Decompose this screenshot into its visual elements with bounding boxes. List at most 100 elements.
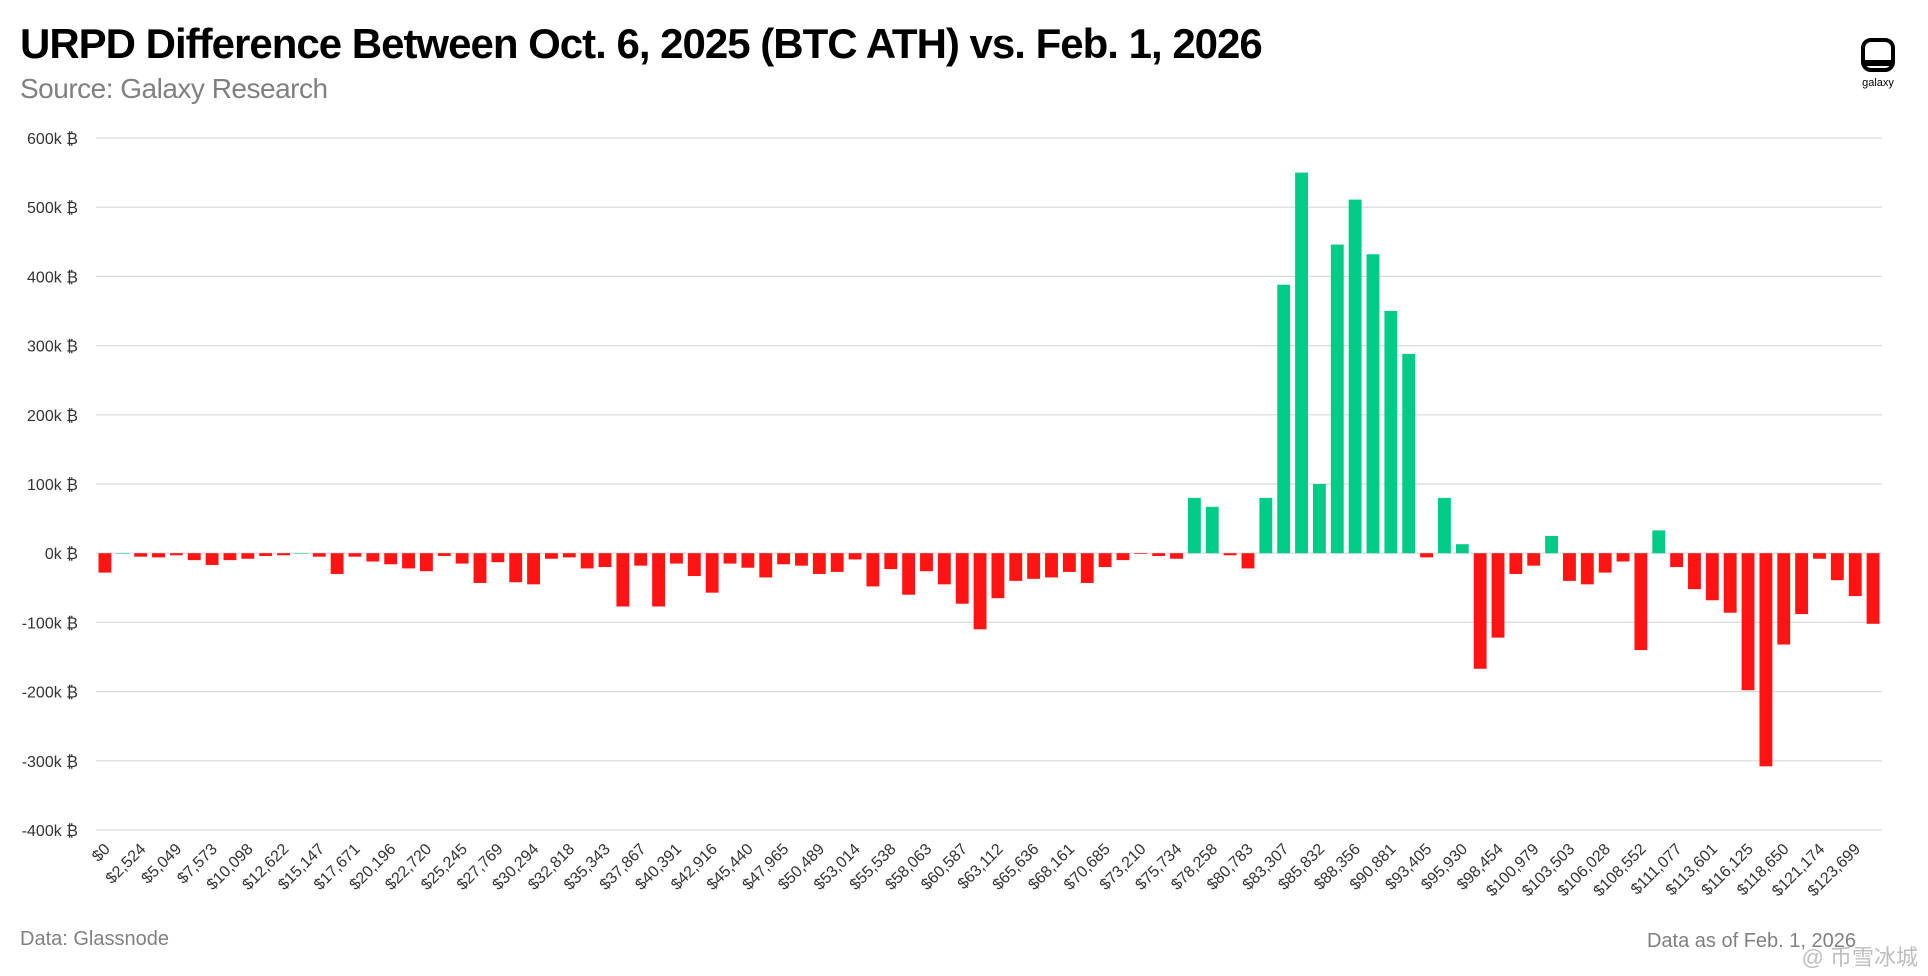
logo-text: galaxy: [1862, 77, 1894, 89]
bar: [1527, 553, 1541, 566]
bar: [134, 553, 148, 557]
bar: [1545, 535, 1559, 554]
bar: [1777, 553, 1791, 645]
bar: [616, 553, 630, 607]
bar: [705, 553, 719, 593]
bar: [937, 553, 951, 585]
bar: [1187, 497, 1201, 554]
bar: [473, 553, 487, 583]
y-tick-label: 600k ₿: [27, 130, 78, 148]
bar: [1062, 553, 1076, 572]
bar: [1045, 553, 1058, 578]
bar: [277, 553, 290, 556]
bar: [1438, 497, 1451, 554]
bar: [955, 553, 969, 604]
bar: [1295, 172, 1308, 554]
x-tick-label: $0: [89, 841, 114, 866]
bar: [1009, 553, 1023, 581]
bar: [1563, 553, 1576, 581]
bar: [1402, 353, 1416, 554]
bar: [1098, 553, 1112, 568]
bar: [1848, 553, 1862, 597]
bar: [866, 553, 880, 587]
y-tick-label: -400k ₿: [22, 822, 78, 840]
bar: [437, 553, 451, 556]
bar: [1830, 553, 1844, 581]
bar: [1277, 284, 1291, 554]
data-date: Data as of Feb. 1, 2026: [1646, 930, 1856, 952]
bar: [312, 553, 326, 557]
y-tick-label: 200k ₿: [27, 407, 78, 425]
bar: [1384, 311, 1398, 554]
bar: [1027, 553, 1041, 579]
bar: [241, 553, 255, 559]
bar: [348, 553, 362, 557]
bar: [634, 553, 648, 566]
chart-title: URPD Difference Between Oct. 6, 2025 (BT…: [20, 20, 1263, 67]
bar: [1116, 553, 1130, 561]
bar: [259, 553, 273, 556]
bar: [187, 553, 201, 561]
bar: [598, 553, 612, 568]
y-tick-label: 100k ₿: [27, 476, 78, 494]
bar: [152, 553, 165, 558]
bar: [902, 553, 916, 595]
bar: [830, 553, 844, 572]
bar: [777, 553, 791, 565]
bar: [580, 553, 594, 569]
galaxy-logo-icon: [1861, 38, 1895, 72]
bar: [419, 553, 433, 572]
bar: [116, 553, 130, 554]
bar: [330, 553, 344, 574]
bar: [205, 553, 219, 565]
bar: [169, 553, 183, 556]
y-axis-ticks: 600k ₿ 500k ₿ 400k ₿ 300k ₿ 200k ₿ 100k ₿ 0k ₿…: [22, 130, 78, 840]
bar: [1670, 553, 1684, 568]
bar: [491, 553, 505, 563]
chart-header: URPD Difference Between Oct. 6, 2025 (BT…: [20, 20, 1720, 106]
bar: [1366, 254, 1380, 554]
bar: [1241, 553, 1255, 569]
x-axis-ticks: $0$2,524$5,049$7,573$10,098$12,622$15,14…: [89, 841, 1864, 900]
bar: [98, 553, 112, 573]
data-source: Data: Glassnode: [20, 928, 169, 950]
bar: [1134, 553, 1148, 554]
bar: [1759, 553, 1773, 767]
bar: [741, 553, 755, 568]
bar: [1330, 244, 1344, 554]
grid-layer: [96, 137, 1882, 831]
bar: [1259, 497, 1273, 554]
bar: [848, 553, 862, 560]
bar: [562, 553, 576, 558]
bar: [1080, 553, 1094, 583]
bar: [1795, 553, 1809, 615]
bar: [1652, 530, 1666, 554]
bar: [402, 553, 415, 569]
bar: [1866, 553, 1880, 624]
bar: [812, 553, 826, 574]
watermark: @ 币雪冰城: [1801, 945, 1918, 970]
bar: [1634, 553, 1648, 651]
bar: [1420, 553, 1433, 558]
bar: [1741, 553, 1755, 691]
bar: [991, 553, 1005, 599]
bar: [723, 553, 737, 564]
bar: [545, 553, 558, 559]
bar-series: [98, 172, 1880, 767]
bar: [1688, 553, 1701, 590]
bar: [1616, 553, 1630, 562]
bar: [1491, 553, 1505, 638]
bar: [1723, 553, 1737, 613]
bar: [687, 553, 701, 577]
bar: [920, 553, 933, 572]
bar: [670, 553, 683, 564]
bar: [973, 553, 987, 630]
y-tick-label: -200k ₿: [22, 684, 78, 702]
bar: [1813, 553, 1826, 559]
bar: [455, 553, 469, 564]
bar: [1580, 553, 1594, 585]
bar: [1455, 544, 1469, 554]
bar: [294, 553, 308, 554]
bar: [384, 553, 398, 565]
